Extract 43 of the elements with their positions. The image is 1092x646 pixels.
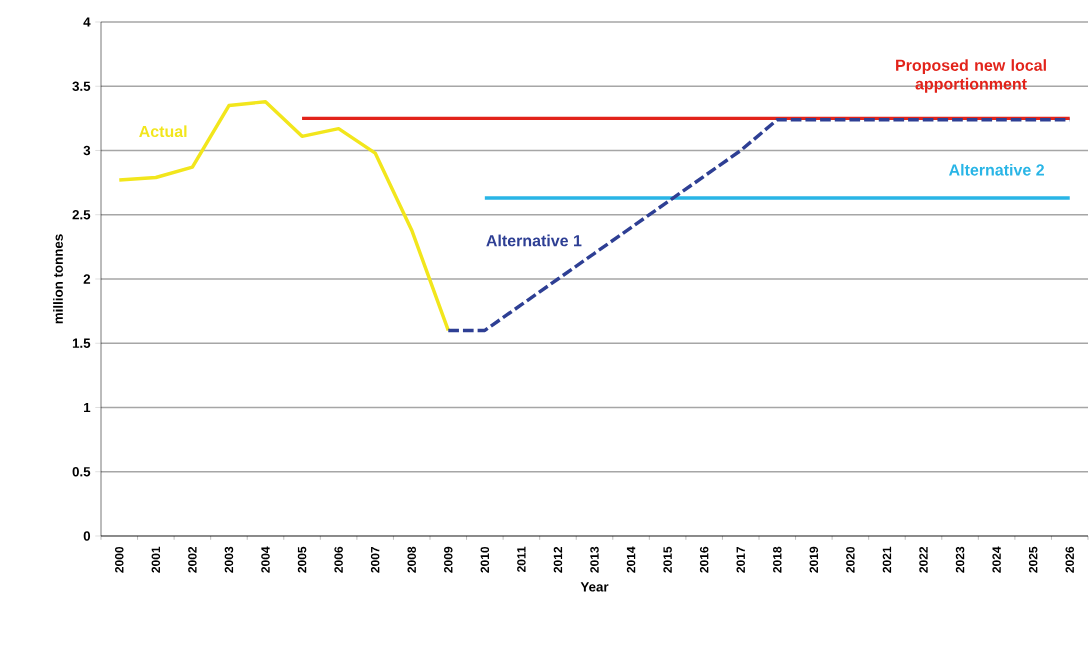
y-tick-label: 1 (84, 402, 91, 413)
y-tick-label: 4 (83, 17, 91, 27)
x-tick-label: 2001 (151, 546, 161, 573)
x-tick-label: 2017 (736, 546, 745, 573)
x-axis-title: Year (580, 582, 609, 592)
x-tick-label: 2011 (517, 546, 526, 573)
y-tick-label: 1.5 (72, 338, 91, 348)
x-tick-label: 2003 (224, 546, 234, 573)
x-tick-label: 2024 (992, 546, 1001, 573)
x-tick-label: 2019 (809, 546, 819, 573)
series-label: Actual (139, 125, 187, 138)
y-axis-title: million tonnes (53, 234, 63, 324)
x-tick-label: 2002 (188, 546, 197, 573)
y-tick-label: 0 (83, 531, 91, 541)
line-series (117, 99, 451, 333)
series-label: Proposed new local apportionment (896, 59, 1046, 93)
x-tick-label: 2012 (553, 546, 563, 573)
x-tick-label: 2025 (1028, 546, 1038, 573)
x-tick-label: 2004 (261, 546, 270, 573)
x-tick-label: 2021 (882, 546, 892, 573)
x-tick-label: 2007 (370, 546, 380, 573)
x-tick-label: 2018 (773, 546, 782, 573)
x-tick-label: 2010 (480, 546, 490, 573)
x-tick-label: 2008 (407, 546, 416, 573)
x-tick-label: 2009 (444, 546, 453, 573)
x-tick-label: 2000 (115, 546, 124, 573)
x-tick-label: 2013 (590, 546, 599, 573)
x-tick-label: 2016 (699, 546, 709, 573)
x-tick-label: 2005 (297, 546, 307, 573)
y-tick-label: 0.5 (72, 467, 91, 477)
x-tick-label: 2014 (626, 546, 636, 573)
y-tick-label: 2.5 (72, 210, 91, 220)
y-tick-label: 3 (83, 145, 91, 156)
y-tick-label: 3.5 (72, 81, 91, 91)
x-tick-label: 2020 (846, 546, 855, 573)
y-tick-label: 2 (83, 274, 91, 284)
x-tick-label: 2022 (919, 546, 928, 573)
series-label: Alternative 2 (949, 163, 1044, 176)
x-tick-label: 2026 (1065, 546, 1074, 573)
x-tick-label: 2023 (955, 546, 965, 573)
series-label: Alternative 1 (486, 234, 582, 247)
x-tick-label: 2015 (663, 546, 672, 573)
x-tick-label: 2006 (334, 546, 343, 573)
